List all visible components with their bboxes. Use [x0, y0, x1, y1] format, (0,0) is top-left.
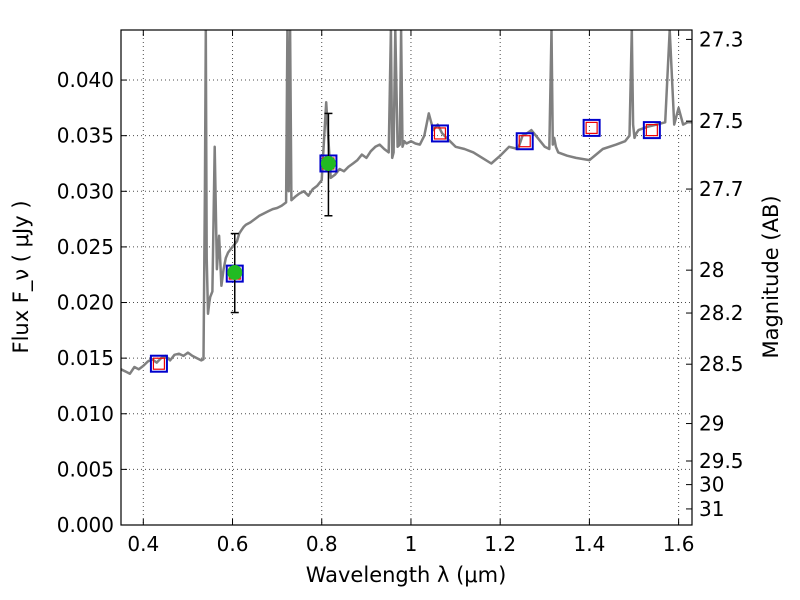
observed-point-dot: [227, 264, 243, 280]
y-tick-label: 0.010: [57, 402, 114, 426]
magnitude-tick-label: 27.7: [699, 177, 744, 201]
y-tick-label: 0.000: [57, 513, 114, 537]
grid-lines: [121, 30, 692, 526]
y-tick-label: 0.025: [57, 235, 114, 259]
y-axis-title: Flux F_ν ( μJy ): [9, 200, 34, 353]
magnitude-tick-label: 31: [699, 497, 724, 521]
plot-frame: [120, 29, 693, 526]
x-tick-label: 1: [405, 532, 418, 556]
magnitude-tick-label: 28.2: [699, 301, 744, 325]
x-tick-label: 0.8: [306, 532, 338, 556]
magnitude-tick-label: 30: [699, 473, 724, 497]
x-tick-label: 1.2: [484, 532, 516, 556]
magnitude-tick-label: 27.3: [699, 27, 744, 51]
magnitude-tick-label: 28: [699, 258, 724, 282]
x-axis-title: Wavelength λ (μm): [306, 563, 507, 587]
magnitude-tick-label: 28.5: [699, 352, 744, 376]
y-tick-label: 0.005: [57, 457, 114, 481]
y-tick-label: 0.030: [57, 179, 114, 203]
x-tick-label: 1.4: [573, 532, 605, 556]
observed-point: [320, 112, 336, 217]
model-point-marker: [515, 132, 534, 151]
x-axis-ticks: 0.4 0.6 0.8 1 1.2 1.4 1.6: [127, 30, 695, 556]
spectrum-layer: [121, 30, 692, 375]
y-tick-label: 0.035: [57, 124, 114, 148]
observed-point-dot: [320, 155, 336, 171]
y-tick-label: 0.040: [57, 68, 114, 92]
magnitude-tick-label: 29.5: [699, 449, 744, 473]
y-tick-label: 0.020: [57, 291, 114, 315]
y-axis-ticks: 0.000 0.005 0.010 0.015 0.020 0.025 0.030 0.035…: [57, 68, 127, 537]
y-tick-label: 0.015: [57, 346, 114, 370]
magnitude-tick-label: 27.5: [699, 109, 744, 133]
x-tick-label: 0.6: [217, 532, 249, 556]
model-point-marker: [430, 124, 449, 143]
x-tick-label: 1.6: [663, 532, 695, 556]
marker-layer: [149, 112, 661, 373]
magnitude-tick-label: 29: [699, 412, 724, 436]
model-point-marker: [149, 354, 168, 373]
x-tick-label: 0.4: [127, 532, 159, 556]
model-point-marker: [642, 121, 661, 140]
model-point-marker: [582, 118, 601, 137]
observed-point: [227, 232, 243, 314]
spectrum-series-line: [121, 30, 692, 375]
magnitude-axis-title: Magnitude (AB): [759, 195, 783, 358]
